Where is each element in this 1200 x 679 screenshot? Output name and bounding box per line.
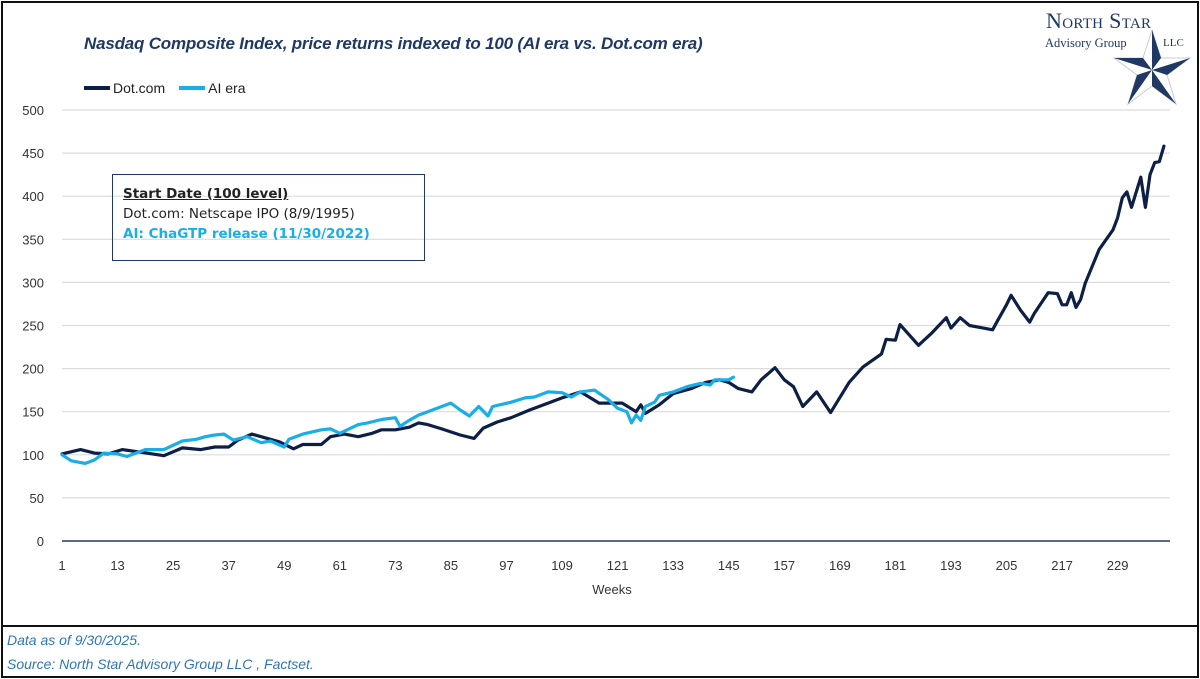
x-tick-label: 109 — [551, 558, 573, 573]
x-tick-label: 85 — [444, 558, 458, 573]
x-tick-label: 229 — [1107, 558, 1129, 573]
annotation-box: Start Date (100 level) Dot.com: Netscape… — [112, 174, 425, 261]
footer-as-of: Data as of 9/30/2025. — [7, 632, 141, 648]
y-tick-label: 150 — [22, 405, 44, 420]
x-tick-label: 97 — [499, 558, 513, 573]
x-axis-title: Weeks — [592, 582, 632, 597]
x-tick-label: 73 — [388, 558, 402, 573]
y-tick-label: 250 — [22, 319, 44, 334]
legend-item-ai: AI era — [179, 80, 245, 96]
footer-divider — [1, 625, 1197, 627]
logo-llc: LLC — [1163, 37, 1184, 49]
legend-swatch-dotcom — [84, 86, 110, 90]
y-tick-label: 350 — [22, 232, 44, 247]
north-star-logo: North Star Advisory Group LLC — [1030, 6, 1200, 106]
x-tick-label: 49 — [277, 558, 291, 573]
chart-title: Nasdaq Composite Index, price returns in… — [84, 34, 703, 53]
legend-label-ai: AI era — [208, 80, 246, 96]
y-tick-label: 0 — [37, 534, 44, 549]
y-tick-label: 100 — [22, 448, 44, 463]
logo-name: North Star — [1046, 8, 1152, 33]
legend-swatch-ai — [179, 86, 206, 90]
y-tick-label: 50 — [30, 491, 44, 506]
legend-item-dotcom: Dot.com — [84, 80, 165, 96]
annotation-ai: AI: ChaGTP release (11/30/2022) — [123, 226, 370, 242]
series-line-ai-era — [60, 375, 735, 465]
x-tick-label: 205 — [996, 558, 1018, 573]
y-tick-label: 500 — [22, 103, 44, 118]
star-icon — [1112, 28, 1192, 106]
y-tick-label: 450 — [22, 146, 44, 161]
footer-source: Source: North Star Advisory Group LLC , … — [7, 656, 314, 672]
x-tick-label: 13 — [110, 558, 124, 573]
y-tick-label: 400 — [22, 189, 44, 204]
x-tick-label: 37 — [221, 558, 235, 573]
legend-label-dotcom: Dot.com — [113, 80, 166, 96]
x-tick-label: 121 — [607, 558, 629, 573]
series-line-dotcom — [60, 144, 1166, 458]
plot-area: 0 50 100 150 200 250 300 350 400 450 500 1 13 25 37 49 6… — [22, 103, 1170, 597]
x-tick-label: 133 — [662, 558, 684, 573]
y-tick-label: 300 — [22, 275, 44, 290]
x-tick-label: 217 — [1051, 558, 1073, 573]
annotation-heading: Start Date (100 level) — [123, 186, 289, 202]
x-tick-label: 193 — [940, 558, 962, 573]
y-tick-label: 200 — [22, 362, 44, 377]
x-tick-label: 1 — [58, 558, 65, 573]
x-tick-label: 25 — [166, 558, 180, 573]
x-tick-label: 157 — [773, 558, 795, 573]
logo-subtitle: Advisory Group — [1045, 36, 1127, 50]
legend: Dot.com AI era — [84, 80, 259, 96]
annotation-dotcom: Dot.com: Netscape IPO (8/9/1995) — [123, 206, 355, 222]
x-tick-label: 145 — [718, 558, 740, 573]
x-tick-label: 169 — [829, 558, 851, 573]
x-tick-label: 181 — [885, 558, 907, 573]
x-tick-label: 61 — [333, 558, 347, 573]
